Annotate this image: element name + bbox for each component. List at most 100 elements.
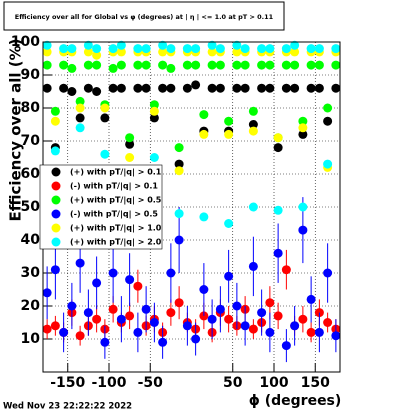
data-point	[331, 331, 341, 341]
data-point	[182, 321, 192, 331]
x-tick-label: 50	[223, 375, 243, 391]
data-point	[158, 83, 168, 93]
data-point	[323, 268, 333, 278]
data-point	[248, 202, 258, 212]
x-tick-label: -150	[50, 375, 85, 391]
data-point	[174, 235, 184, 245]
data-point	[174, 143, 184, 153]
y-tick-label: 50	[21, 199, 41, 215]
data-point	[215, 44, 225, 54]
y-tick-label: 90	[21, 67, 41, 83]
data-point	[199, 212, 209, 222]
data-point	[265, 60, 275, 70]
x-tick-label: 100	[259, 375, 288, 391]
data-point	[248, 126, 258, 136]
data-point	[125, 311, 135, 321]
legend-marker	[51, 209, 61, 219]
y-tick-label: 20	[21, 298, 41, 314]
data-point	[240, 44, 250, 54]
data-point	[141, 60, 151, 70]
data-point	[125, 139, 135, 149]
data-point	[215, 60, 225, 70]
data-point	[42, 324, 52, 334]
data-point	[232, 40, 242, 50]
data-point	[298, 202, 308, 212]
data-point	[92, 314, 102, 324]
legend-label: (+) with pT/|q| > 0.5	[70, 196, 162, 205]
data-point	[323, 318, 333, 327]
data-point	[83, 60, 93, 70]
data-point	[182, 83, 192, 93]
data-point	[75, 123, 85, 133]
data-point	[149, 100, 159, 110]
data-point	[75, 113, 85, 123]
data-point	[174, 209, 184, 219]
x-tick-label: -100	[91, 375, 126, 391]
data-point	[141, 304, 151, 314]
data-point	[50, 321, 60, 331]
data-point	[240, 60, 250, 70]
data-point	[50, 146, 60, 156]
data-point	[92, 278, 102, 288]
data-point	[166, 63, 176, 73]
legend-marker	[51, 181, 61, 191]
data-point	[281, 341, 291, 351]
legend-marker	[51, 237, 61, 247]
data-point	[83, 40, 93, 50]
data-point	[191, 44, 201, 54]
data-point	[191, 60, 201, 70]
data-point	[182, 44, 192, 54]
data-point	[331, 83, 341, 93]
data-point	[314, 44, 324, 54]
data-point	[281, 265, 291, 275]
data-point	[298, 225, 308, 235]
data-point	[290, 40, 300, 50]
data-point	[306, 327, 316, 337]
data-point	[166, 268, 176, 278]
data-point	[116, 314, 126, 324]
data-point	[108, 268, 118, 278]
data-point	[182, 60, 192, 70]
data-point	[174, 166, 184, 176]
y-axis-label: Efficiency over all (%)	[7, 39, 25, 222]
data-point	[116, 47, 126, 57]
data-point	[100, 103, 110, 113]
data-point	[158, 47, 168, 57]
data-point	[100, 113, 110, 123]
data-point	[174, 298, 184, 308]
data-point	[240, 83, 250, 93]
legend-label: (+) with pT/|q| > 1.0	[70, 224, 162, 233]
data-point	[240, 321, 250, 331]
data-point	[273, 205, 283, 215]
data-point	[174, 159, 184, 169]
data-point	[306, 60, 316, 70]
legend-marker	[51, 195, 61, 205]
data-point	[67, 301, 77, 311]
x-tick-label: -50	[138, 375, 164, 391]
chart-title: Efficiency over all for Global vs φ (deg…	[15, 13, 274, 22]
data-point	[281, 44, 291, 54]
data-point	[298, 116, 308, 126]
data-point	[248, 261, 258, 271]
data-point	[67, 63, 77, 73]
legend-marker	[51, 167, 61, 177]
data-point	[232, 47, 242, 57]
y-tick-label: 100	[11, 34, 40, 50]
data-point	[265, 327, 275, 337]
data-point	[191, 334, 201, 344]
data-point	[158, 337, 168, 347]
data-point	[290, 60, 300, 70]
data-point	[314, 327, 324, 337]
data-point	[50, 265, 60, 275]
legend: (+) with pT/|q| > 0.1 (-) with pT/|q| > 0…	[39, 164, 163, 250]
data-point	[306, 83, 316, 93]
data-point	[314, 60, 324, 70]
data-point	[59, 83, 69, 93]
data-point	[298, 123, 308, 133]
data-point	[108, 304, 118, 314]
data-point	[224, 129, 234, 139]
data-point	[92, 50, 102, 60]
data-point	[67, 44, 77, 54]
data-point	[50, 106, 60, 116]
data-point	[281, 60, 291, 70]
